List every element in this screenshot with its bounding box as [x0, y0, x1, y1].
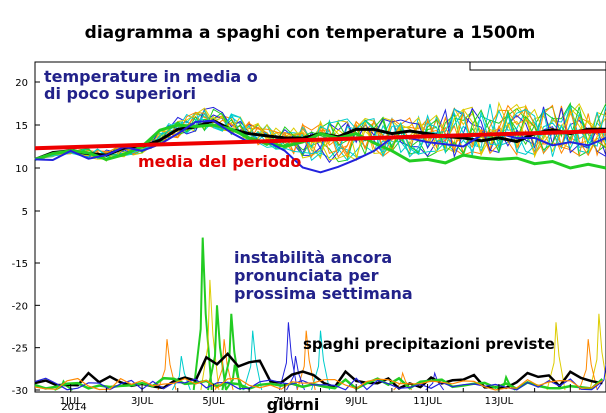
x-tick-label: 3JUL [131, 396, 154, 407]
precipitation-spike [296, 330, 316, 391]
upper-panel [34, 101, 606, 174]
y-tick-label: 5 [22, 207, 28, 218]
ensemble-green-line [34, 123, 606, 170]
annotation-instabilita-2: pronunciata per [234, 266, 379, 285]
x-axis-label: giorni [267, 395, 320, 413]
y-tick-label: -20 [12, 301, 28, 312]
precipitation-spike [278, 322, 298, 391]
precipitation-spike [157, 339, 177, 391]
y-tick-label: 20 [15, 78, 28, 89]
y-tick-label: -15 [12, 259, 28, 270]
precipitation-spike [243, 330, 263, 391]
annotation-instabilita-1: instabilità ancora [234, 248, 392, 267]
precipitation-spike [214, 339, 234, 391]
x-tick-label: 1JUL [60, 396, 83, 407]
precipitation-spike [311, 330, 330, 391]
climatology-line [34, 129, 606, 151]
precipitation-spike [589, 313, 606, 391]
precipitation-spike [207, 305, 227, 391]
y-axis-ticks: 20 15 10 5 -15 -20 -25 -30 [12, 78, 40, 397]
lower-panel [34, 237, 606, 391]
x-tick-label: 11JUL [413, 396, 442, 407]
x-tick-label: 13JUL [485, 396, 514, 407]
ensemble-blue-line [34, 119, 606, 174]
y-tick-label: -30 [12, 386, 28, 397]
precipitation-spike [578, 339, 598, 391]
x-tick-label: 5JUL [202, 396, 225, 407]
annotation-temperature-1: temperature in media o [44, 67, 258, 86]
corner-marker [469, 62, 606, 71]
annotation-temperature-2: di poco superiori [44, 84, 196, 103]
precipitation-spike [286, 356, 305, 391]
annotation-instabilita-3: prossima settimana [234, 284, 413, 303]
y-tick-label: -25 [12, 344, 28, 355]
ensemble-member-line [34, 102, 606, 162]
x-tick-label: 7JUL [274, 396, 297, 407]
precipitation-spike [546, 322, 566, 391]
x-axis-ticks: 1JUL 3JUL 5JUL 7JUL 9JUL 11JUL 13JUL [34, 384, 606, 407]
precipitation-baseline-line [34, 377, 603, 391]
annotation-precipitazioni: spaghi precipitazioni previste [303, 335, 555, 353]
precipitation-spike [425, 371, 445, 391]
chart-title: diagramma a spaghi con temperature a 150… [85, 23, 536, 43]
annotation-media-periodo: media del periodo [138, 152, 301, 171]
y-tick-label: 10 [15, 164, 28, 175]
x-tick-label: 9JUL [345, 396, 368, 407]
x-year-label: 2014 [61, 402, 86, 413]
y-tick-label: 15 [15, 121, 28, 132]
